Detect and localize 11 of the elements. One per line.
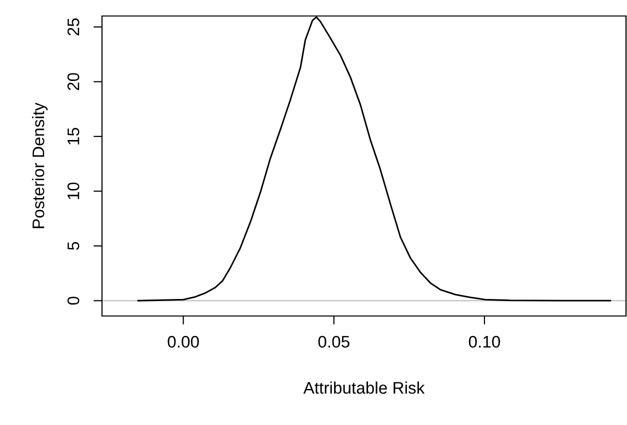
y-tick-label: 20 (67, 73, 80, 90)
x-tick-label: 0.10 (468, 336, 500, 348)
y-tick-label: 15 (68, 128, 80, 144)
x-tick-label: 0.00 (168, 336, 199, 348)
x-axis-title: Attributable Risk (303, 382, 425, 394)
x-tick-label: 0.05 (318, 336, 350, 348)
y-axis-title: Posterior Density (32, 102, 48, 228)
y-tick-label: 25 (67, 18, 80, 36)
y-tick-label: 10 (67, 182, 80, 200)
y-tick-label: 5 (68, 242, 80, 250)
y-tick-label: 0 (67, 296, 80, 305)
